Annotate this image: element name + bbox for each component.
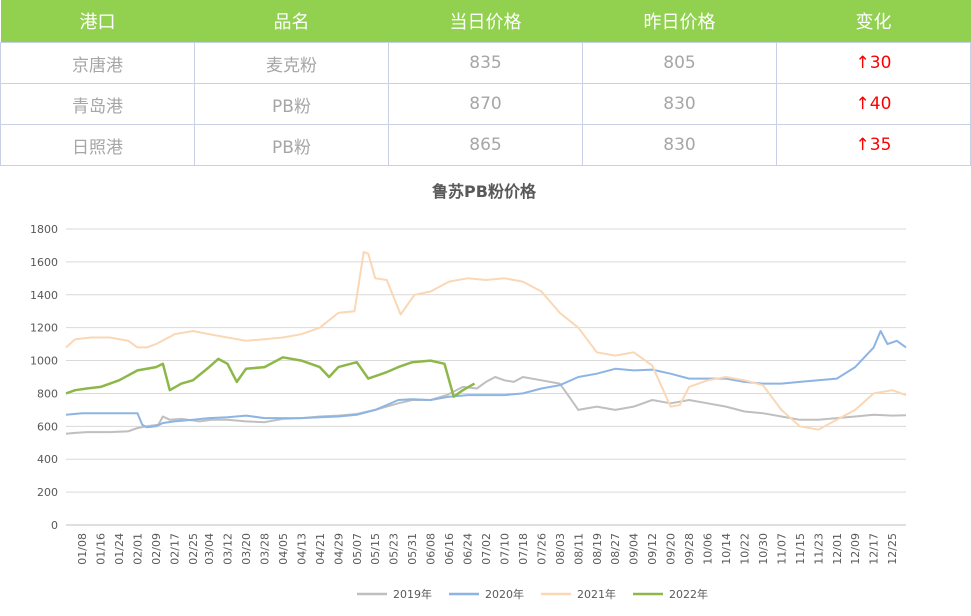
x-tick-label: 03/20 [240, 533, 253, 565]
header-yesterday-price: 昨日价格 [582, 0, 777, 43]
x-tick-label: 05/23 [388, 533, 401, 565]
x-tick-label: 02/09 [150, 533, 163, 565]
x-tick-label: 01/16 [95, 533, 108, 565]
legend-label: 2022年 [669, 587, 708, 601]
x-tick-label: 05/31 [406, 533, 419, 565]
cell-today: 870 [388, 83, 583, 125]
series-line-2021年 [65, 251, 907, 431]
x-tick-label: 07/10 [498, 533, 511, 565]
header-port: 港口 [0, 0, 195, 43]
x-tick-label: 06/24 [462, 533, 475, 565]
x-tick-label: 12/01 [831, 533, 844, 565]
x-tick-label: 09/28 [683, 533, 696, 565]
y-tick-label: 1200 [30, 322, 58, 335]
x-tick-label: 02/25 [187, 533, 200, 565]
x-tick-label: 08/03 [554, 533, 567, 565]
cell-product: 麦克粉 [194, 42, 389, 84]
header-product: 品名 [194, 0, 389, 43]
cell-port: 日照港 [0, 124, 195, 166]
x-tick-label: 06/08 [425, 533, 438, 565]
series-line-2020年 [65, 330, 907, 429]
x-tick-label: 07/02 [480, 533, 493, 565]
legend-label: 2021年 [577, 587, 616, 601]
cell-port: 京唐港 [0, 42, 195, 84]
x-tick-label: 05/07 [351, 533, 364, 565]
cell-yesterday: 805 [582, 42, 777, 84]
x-tick-label: 05/15 [369, 533, 382, 565]
cell-change: ↑35 [776, 124, 971, 166]
series-line-2022年 [65, 356, 476, 398]
y-tick-label: 200 [37, 486, 58, 499]
y-tick-label: 1400 [30, 289, 58, 302]
x-tick-label: 10/22 [738, 533, 751, 565]
cell-change: ↑40 [776, 83, 971, 125]
x-tick-label: 12/25 [886, 533, 899, 565]
price-table: 港口 品名 当日价格 昨日价格 变化 京唐港 麦克粉 835 805 ↑30 青… [0, 0, 971, 166]
legend-label: 2020年 [485, 587, 524, 601]
cell-change: ↑30 [776, 42, 971, 84]
x-tick-label: 11/23 [812, 533, 825, 565]
cell-product: PB粉 [194, 83, 389, 125]
header-change: 变化 [776, 0, 971, 43]
table-header-row: 港口 品名 当日价格 昨日价格 变化 [0, 0, 971, 43]
x-tick-label: 01/24 [113, 533, 126, 565]
y-tick-label: 1000 [30, 355, 58, 368]
cell-yesterday: 830 [582, 83, 777, 125]
x-tick-label: 04/21 [314, 533, 327, 565]
x-tick-label: 07/26 [535, 533, 548, 565]
y-tick-label: 600 [37, 420, 58, 433]
x-tick-label: 09/12 [646, 533, 659, 565]
cell-port: 青岛港 [0, 83, 195, 125]
x-tick-label: 08/19 [591, 533, 604, 565]
x-tick-label: 03/28 [258, 533, 271, 565]
y-tick-label: 1600 [30, 256, 58, 269]
x-tick-label: 12/17 [868, 533, 881, 565]
legend-label: 2019年 [393, 587, 432, 601]
x-tick-label: 03/04 [203, 533, 216, 565]
price-chart: 鲁苏PB粉价格 0 200 400 600 800 1000 1200 1400 1600 180… [0, 165, 971, 616]
cell-today: 865 [388, 124, 583, 166]
table-row: 京唐港 麦克粉 835 805 ↑30 [0, 42, 971, 84]
x-tick-label: 04/29 [332, 533, 345, 565]
y-tick-label: 1800 [30, 223, 58, 236]
header-today-price: 当日价格 [388, 0, 583, 43]
x-tick-label: 09/04 [628, 533, 641, 565]
x-tick-label: 01/08 [76, 533, 89, 565]
x-tick-label: 11/15 [794, 533, 807, 565]
y-tick-label: 400 [37, 453, 58, 466]
x-tick-label: 10/06 [702, 533, 715, 565]
x-tick-label: 08/27 [609, 533, 622, 565]
y-tick-label: 0 [51, 519, 58, 532]
x-tick-label: 12/09 [849, 533, 862, 565]
cell-yesterday: 830 [582, 124, 777, 166]
x-tick-label: 04/13 [295, 533, 308, 565]
x-tick-label: 07/18 [517, 533, 530, 565]
cell-product: PB粉 [194, 124, 389, 166]
x-tick-label: 02/01 [132, 533, 145, 565]
table-row: 日照港 PB粉 865 830 ↑35 [0, 124, 971, 166]
series-line-2019年 [65, 376, 907, 435]
x-tick-label: 10/14 [720, 533, 733, 565]
table-row: 青岛港 PB粉 870 830 ↑40 [0, 83, 971, 125]
x-tick-label: 10/30 [757, 533, 770, 565]
x-tick-label: 08/11 [572, 533, 585, 565]
cell-today: 835 [388, 42, 583, 84]
chart-title: 鲁苏PB粉价格 [431, 182, 537, 201]
x-tick-label: 02/17 [168, 533, 181, 565]
y-tick-label: 800 [37, 387, 58, 400]
x-tick-label: 03/12 [222, 533, 235, 565]
x-tick-label: 06/16 [443, 533, 456, 565]
x-tick-label: 09/20 [665, 533, 678, 565]
x-tick-label: 04/05 [277, 533, 290, 565]
x-tick-label: 11/07 [775, 533, 788, 565]
line-chart: 鲁苏PB粉价格 0 200 400 600 800 1000 1200 1400 1600 180… [30, 182, 907, 601]
